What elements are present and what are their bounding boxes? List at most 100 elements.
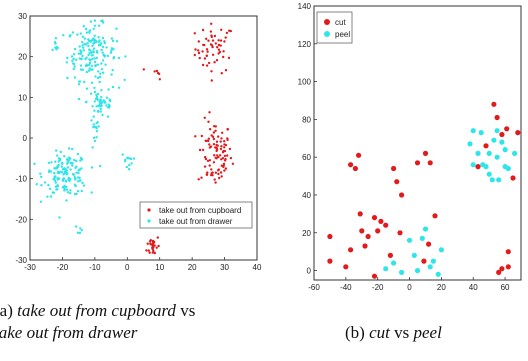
data-point [51, 48, 54, 52]
data-point [65, 169, 69, 172]
data-point [352, 165, 358, 172]
y-tick-label: 60 [302, 153, 311, 162]
data-point [55, 166, 58, 170]
data-point [207, 120, 210, 124]
data-point [101, 113, 104, 117]
data-point [112, 48, 115, 51]
data-point [94, 75, 97, 78]
data-point [216, 154, 219, 157]
data-point [87, 53, 90, 57]
data-point [97, 24, 101, 27]
data-point [110, 37, 114, 40]
x-tick-label: 0 [407, 283, 412, 292]
data-point [223, 154, 227, 158]
data-point [214, 129, 217, 132]
data-point [194, 135, 197, 138]
data-point [88, 61, 92, 65]
data-point [81, 44, 84, 47]
y-tick-label: 20 [302, 229, 311, 238]
data-point [225, 31, 229, 35]
data-point [348, 247, 354, 253]
data-point [220, 137, 223, 140]
chart-a-points [33, 19, 235, 255]
data-point [220, 175, 223, 178]
data-point [61, 162, 64, 166]
y-tick-label: 30 [18, 12, 27, 21]
data-point [223, 149, 227, 153]
data-point [66, 56, 69, 60]
data-point [130, 157, 133, 161]
data-point [69, 189, 72, 192]
chart-b-legend-box [316, 11, 353, 44]
data-point [213, 125, 216, 128]
data-point [205, 64, 209, 67]
data-point [371, 273, 378, 279]
data-point [67, 147, 71, 150]
y-tick-label: -30 [15, 256, 27, 265]
data-point [226, 154, 229, 157]
data-point [210, 70, 213, 73]
data-point [201, 50, 204, 53]
data-point [147, 249, 150, 252]
legend-label-cupboard: take out from cupboard [159, 206, 241, 215]
data-point [99, 164, 102, 168]
data-point [66, 76, 69, 80]
data-point [100, 68, 104, 71]
data-point [83, 37, 87, 40]
data-point [494, 154, 500, 160]
data-point [206, 159, 210, 162]
data-point [55, 149, 58, 152]
data-point [115, 40, 119, 43]
data-point [217, 48, 221, 51]
data-point [95, 122, 98, 125]
data-point [219, 171, 223, 174]
data-point [496, 177, 502, 183]
chart-a: -30 -20 -10 0 10 20 30 40 -30 -20 -10 0 10 20 30 take … [15, 12, 262, 272]
data-point [194, 48, 197, 51]
data-point [470, 128, 476, 134]
caption-b-title2: peel [413, 323, 442, 342]
data-point [203, 116, 206, 120]
data-point [72, 173, 75, 176]
data-point [327, 233, 333, 240]
data-point [92, 27, 95, 30]
data-point [156, 71, 160, 75]
data-point [88, 67, 91, 70]
data-point [54, 181, 58, 184]
data-point [65, 61, 69, 64]
chart-b: -60 -40 -20 0 20 40 60 0 20 40 60 80 100 120 140 cut p… [298, 2, 522, 292]
data-point [210, 22, 213, 25]
data-point [78, 57, 82, 60]
data-point [494, 128, 500, 134]
data-point [153, 70, 156, 73]
data-point [93, 57, 96, 60]
data-point [205, 139, 209, 142]
data-point [411, 252, 417, 258]
data-point [65, 162, 69, 165]
data-point [58, 216, 61, 219]
legend-marker-cut [324, 19, 330, 25]
data-point [158, 78, 161, 81]
data-point [107, 88, 110, 91]
data-point [207, 39, 210, 42]
data-point [217, 155, 220, 159]
data-point [95, 93, 98, 97]
data-point [99, 101, 102, 105]
data-point [208, 159, 212, 162]
data-point [84, 43, 88, 46]
data-point [90, 119, 93, 122]
chart-b-ticks: -60 -40 -20 0 20 40 60 0 20 40 60 80 100 120 140 [298, 2, 510, 292]
data-point [383, 266, 389, 272]
data-point [204, 155, 207, 159]
data-point [77, 180, 80, 183]
data-point [58, 157, 62, 160]
data-point [80, 229, 84, 232]
data-point [91, 44, 94, 47]
data-point [90, 64, 94, 68]
data-point [201, 63, 205, 67]
data-point [96, 63, 100, 66]
data-point [65, 173, 68, 176]
data-point [427, 264, 433, 270]
data-point [213, 178, 216, 181]
